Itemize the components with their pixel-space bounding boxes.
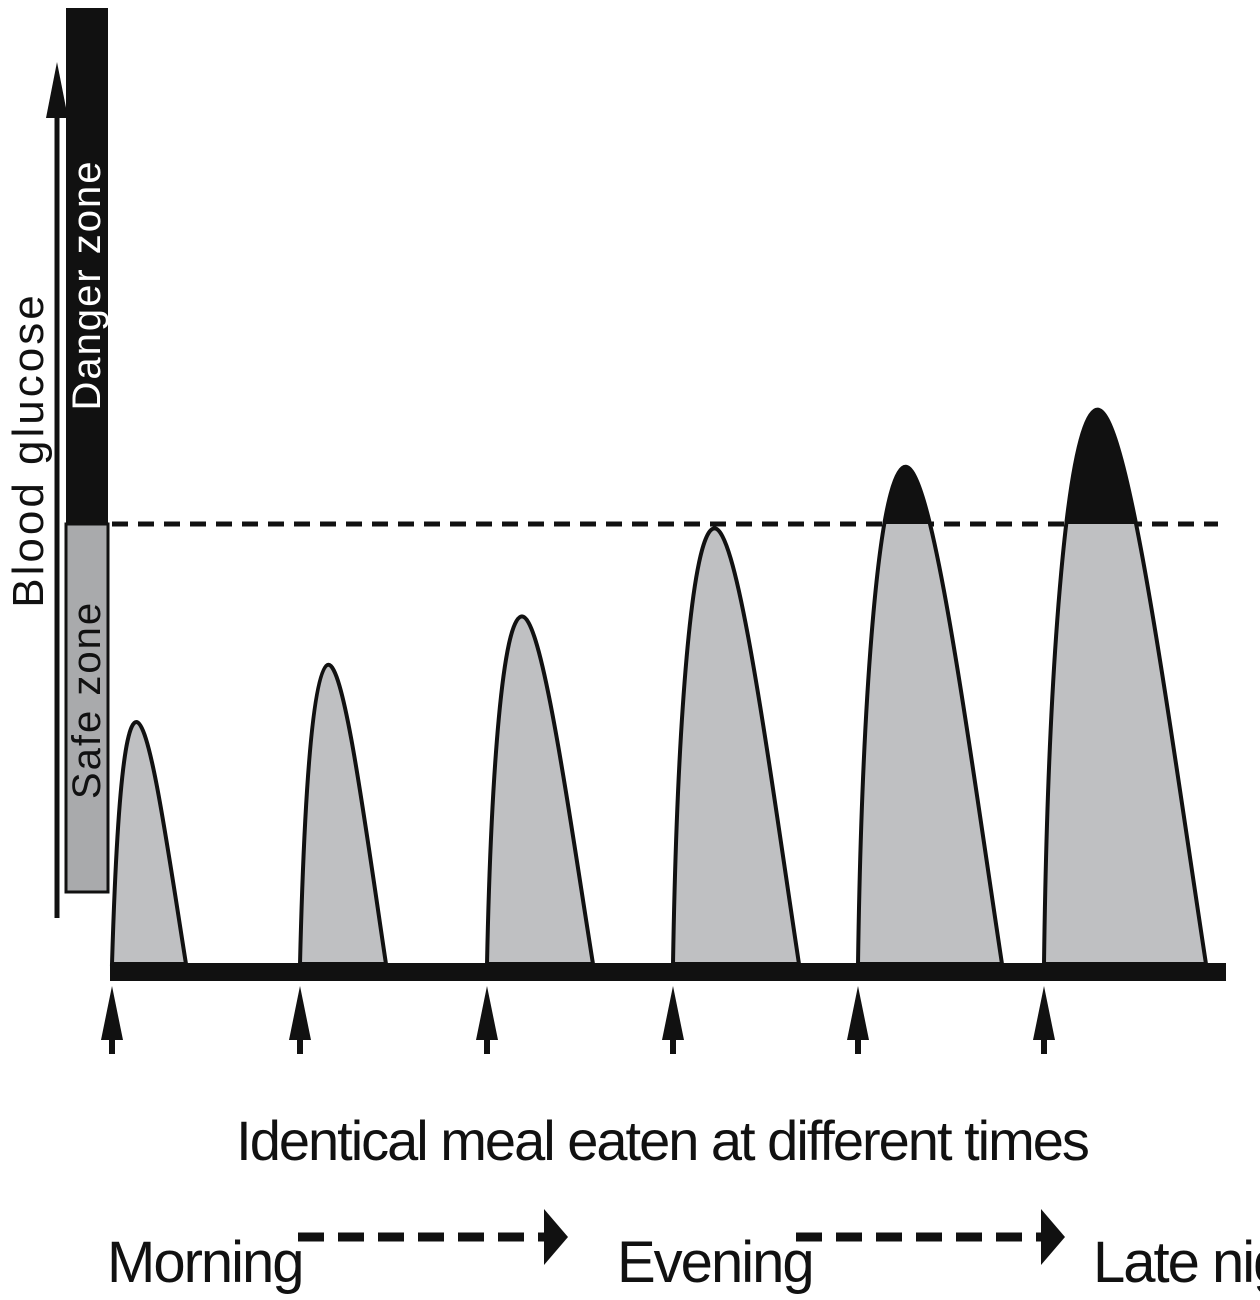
meal-arrow-head-4 [662, 986, 684, 1040]
time-label-morning: Morning [107, 1230, 303, 1295]
y-axis-label: Blood glucose [4, 292, 53, 607]
meal-arrow-head-3 [476, 986, 498, 1040]
progression-arrow-2-head [1041, 1209, 1065, 1265]
meal-arrow-head-6 [1033, 986, 1055, 1040]
danger-excess-6 [1066, 409, 1137, 524]
meal-arrows [101, 986, 1055, 1054]
baseline [110, 963, 1226, 981]
glucose-peak-4 [670, 526, 802, 966]
glucose-peak-2 [297, 662, 389, 966]
meal-arrow-head-2 [289, 986, 311, 1040]
meal-arrow-head-5 [847, 986, 869, 1040]
progression-arrow-1-head [544, 1209, 568, 1265]
glucose-peak-3 [484, 614, 596, 966]
danger-zone-bar [66, 8, 108, 524]
time-label-late-night: Late night [1093, 1230, 1260, 1295]
danger-zone-label: Danger zone [65, 159, 109, 410]
glucose-peak-1 [109, 719, 189, 966]
time-label-evening: Evening [617, 1230, 813, 1295]
glucose-peaks [109, 407, 1209, 966]
safe-zone-bar [64, 522, 110, 894]
danger-excess-5 [884, 466, 930, 524]
glucose-peak-5 [855, 464, 1005, 966]
meal-arrow-head-1 [101, 986, 123, 1040]
x-caption: Identical meal eaten at different times [236, 1109, 1088, 1172]
safe-zone-label: Safe zone [65, 601, 109, 799]
y-axis-arrowhead [46, 62, 68, 118]
